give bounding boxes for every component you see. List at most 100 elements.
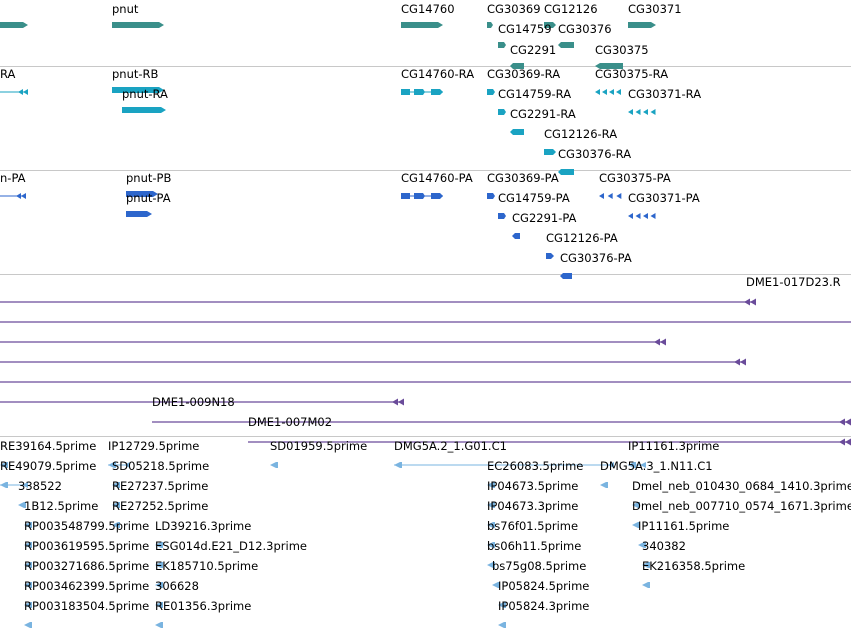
feature-glyph[interactable] [112,515,124,534]
feature-glyph[interactable] [126,204,152,223]
feature-glyph[interactable] [155,615,163,634]
feature-label[interactable]: RA [0,67,16,81]
feature-label[interactable]: RP003271686.5prime [24,559,150,573]
feature-label[interactable]: EK185710.5prime [155,559,259,573]
feature-glyph[interactable] [155,575,163,594]
feature-label[interactable]: bs06h11.5prime [487,539,582,553]
feature-label[interactable]: 340382 [642,539,686,553]
feature-glyph[interactable] [0,186,26,205]
feature-label[interactable]: CG14760-RA [401,67,475,81]
feature-label[interactable]: CG12126 [544,2,598,16]
feature-label[interactable]: pnut-PA [126,191,171,205]
feature-label[interactable]: pnut [112,2,139,16]
feature-label[interactable]: DME1-009N18 [152,395,235,409]
feature-label[interactable]: SD01959.5prime [270,439,368,453]
feature-label[interactable]: CG14759 [498,22,552,36]
feature-glyph[interactable] [487,535,495,554]
feature-label[interactable]: CG30371-RA [628,87,702,101]
feature-glyph[interactable] [112,475,124,494]
feature-glyph[interactable] [401,82,443,101]
feature-glyph[interactable] [0,372,851,391]
feature-label[interactable]: CG2291-RA [510,107,576,121]
feature-label[interactable]: CG14759-RA [498,87,572,101]
feature-glyph[interactable] [595,56,623,75]
feature-label[interactable]: RE27237.5prime [112,479,209,493]
feature-glyph[interactable] [512,226,520,245]
feature-glyph[interactable] [487,82,495,101]
feature-label[interactable]: 1B12.5prime [24,499,99,513]
feature-glyph[interactable] [112,495,124,514]
feature-label[interactable]: CG12126-PA [546,231,618,245]
feature-glyph[interactable] [24,615,32,634]
feature-glyph[interactable] [0,352,746,371]
feature-glyph[interactable] [487,515,495,534]
feature-glyph[interactable] [155,555,163,574]
feature-glyph[interactable] [155,535,163,554]
feature-glyph[interactable] [487,475,495,494]
feature-glyph[interactable] [632,495,640,514]
feature-glyph[interactable] [108,455,130,474]
feature-label[interactable]: DMG5A.2_1.G01.C1 [394,439,507,453]
feature-label[interactable]: IP05824.3prime [498,599,590,613]
feature-label[interactable]: CG14759-PA [498,191,570,205]
feature-label[interactable]: CG30371 [628,2,682,16]
feature-label[interactable]: IP11161.3prime [628,439,720,453]
feature-label[interactable]: Dmel_neb_007710_0574_1671.3prime [632,499,851,513]
feature-glyph[interactable] [487,495,495,514]
feature-glyph[interactable] [544,15,556,34]
feature-label[interactable]: IP12729.5prime [108,439,200,453]
feature-glyph[interactable] [628,455,646,474]
feature-glyph[interactable] [0,312,851,331]
feature-label[interactable]: CG30375-RA [595,67,669,81]
feature-label[interactable]: pnut-RB [112,67,159,81]
feature-label[interactable]: RP003548799.5prime [24,519,150,533]
feature-glyph[interactable] [122,100,166,119]
feature-glyph[interactable] [492,575,500,594]
feature-glyph[interactable] [600,475,610,494]
feature-glyph[interactable] [628,15,656,34]
feature-glyph[interactable] [24,555,32,574]
feature-glyph[interactable] [0,392,404,411]
feature-label[interactable]: RP003183504.5prime [24,599,150,613]
feature-glyph[interactable] [558,35,574,54]
feature-glyph[interactable] [24,515,32,534]
feature-label[interactable]: bs75g08.5prime [492,559,587,573]
feature-glyph[interactable] [394,455,614,474]
feature-label[interactable]: CG14760-PA [401,171,473,185]
feature-glyph[interactable] [24,595,32,614]
feature-glyph[interactable] [0,475,28,494]
feature-label[interactable]: RE01356.3prime [155,599,252,613]
feature-glyph[interactable] [152,412,851,431]
feature-glyph[interactable] [510,56,524,75]
feature-glyph[interactable] [560,266,572,285]
feature-label[interactable]: EK216358.5prime [642,559,746,573]
feature-label[interactable]: DME1-007M02 [248,415,333,429]
feature-glyph[interactable] [498,206,506,225]
feature-label[interactable]: SD05218.5prime [112,459,210,473]
feature-glyph[interactable] [0,332,666,351]
feature-glyph[interactable] [112,80,164,99]
feature-label[interactable]: EC26083.5prime [487,459,584,473]
feature-label[interactable]: Dmel_neb_010430_0684_1410.3prime [632,479,851,493]
feature-label[interactable]: CG12126-RA [544,127,618,141]
feature-glyph[interactable] [498,102,506,121]
feature-glyph[interactable] [126,184,158,203]
feature-glyph[interactable] [642,555,650,574]
feature-glyph[interactable] [544,142,556,161]
feature-label[interactable]: CG30376 [558,22,612,36]
feature-label[interactable]: CG30369 [487,2,541,16]
feature-label[interactable]: IP05824.5prime [498,579,590,593]
feature-glyph[interactable] [487,15,493,34]
feature-glyph[interactable] [155,595,163,614]
feature-label[interactable]: ESG014d.E21_D12.3prime [155,539,307,553]
feature-label[interactable]: DMG5A.3_1.N11.C1 [600,459,713,473]
feature-glyph[interactable] [498,595,506,614]
feature-glyph[interactable] [546,246,554,265]
feature-glyph[interactable] [0,292,756,311]
feature-glyph[interactable] [510,122,524,141]
feature-glyph[interactable] [24,535,32,554]
feature-glyph[interactable] [628,206,658,225]
feature-label[interactable]: IP04673.3prime [487,499,579,513]
feature-glyph[interactable] [558,162,574,181]
feature-glyph[interactable] [638,535,646,554]
